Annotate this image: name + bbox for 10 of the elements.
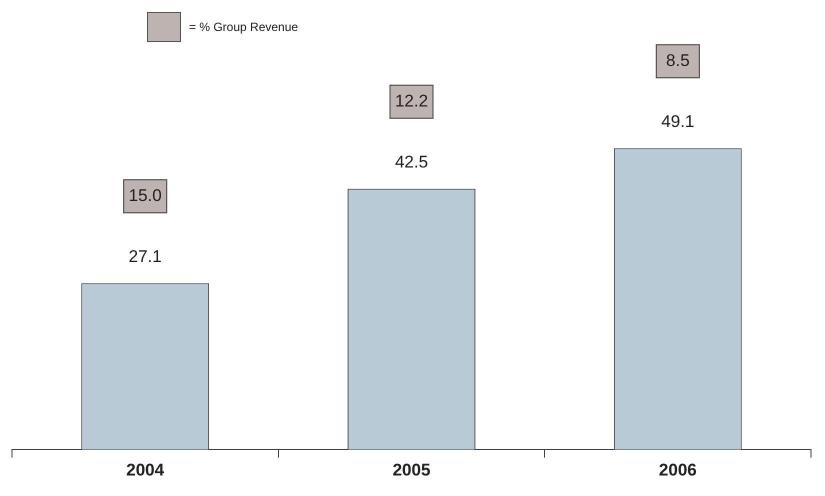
data-label: 27.1 xyxy=(128,246,162,266)
annotation: 15.0 xyxy=(128,186,162,205)
text: 12.2 xyxy=(394,91,428,110)
x-tick-label: 2006 xyxy=(658,460,697,480)
x-tick-label: 2005 xyxy=(392,460,430,480)
text: 8.5 xyxy=(666,50,690,70)
data-label: 42.5 xyxy=(394,152,428,172)
x-tick-label: 2004 xyxy=(126,460,165,480)
data-label: 49.1 xyxy=(661,112,694,131)
text: = % Group Revenue xyxy=(189,20,298,34)
